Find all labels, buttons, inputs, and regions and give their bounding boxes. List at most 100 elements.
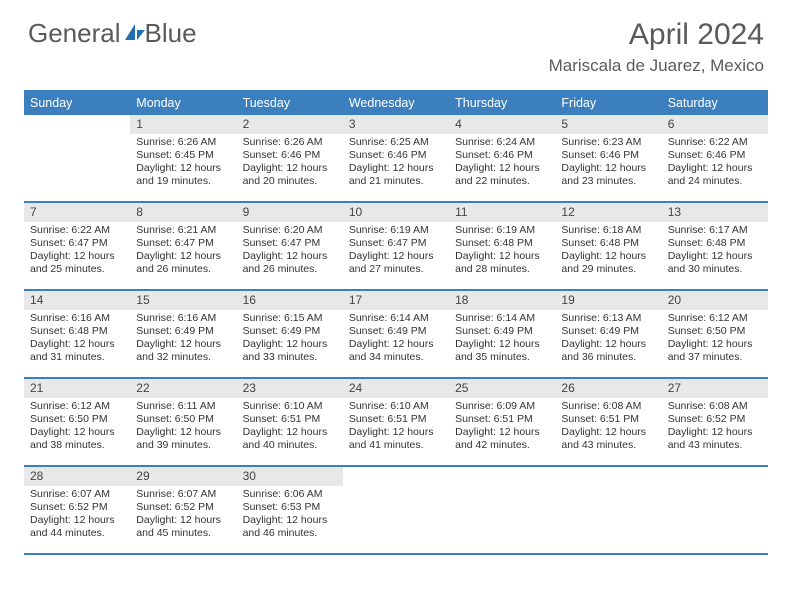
day-cell [449,467,555,553]
day-cell: 6Sunrise: 6:22 AMSunset: 6:46 PMDaylight… [662,115,768,201]
calendar-grid: Sunday Monday Tuesday Wednesday Thursday… [24,90,768,555]
sunrise-text: Sunrise: 6:16 AM [30,312,124,325]
daylight-text: Daylight: 12 hours and 39 minutes. [136,426,230,452]
day-number: 13 [662,203,768,222]
day-cell: 7Sunrise: 6:22 AMSunset: 6:47 PMDaylight… [24,203,130,289]
day-number: 20 [662,291,768,310]
title-block: April 2024 Mariscala de Juarez, Mexico [549,18,764,76]
day-cell: 30Sunrise: 6:06 AMSunset: 6:53 PMDayligh… [237,467,343,553]
day-details: Sunrise: 6:23 AMSunset: 6:46 PMDaylight:… [555,136,661,189]
day-number: 27 [662,379,768,398]
daylight-text: Daylight: 12 hours and 40 minutes. [243,426,337,452]
day-cell: 12 Sunrise: 6:18 AMSunset: 6:48 PMDayligh… [555,203,661,289]
day-details: Sunrise: 6:24 AMSunset: 6:46 PMDaylight:… [449,136,555,189]
sunrise-text: Sunrise: 6:09 AM [455,400,549,413]
sunset-text: Sunset: 6:47 PM [243,237,337,250]
sunrise-text: Sunrise: 6:14 AM [349,312,443,325]
logo: General Blue [28,18,197,49]
day-number: 12 [555,203,661,222]
sunrise-text: Sunrise: 6:21 AM [136,224,230,237]
weekday-thu: Thursday [449,92,555,115]
daylight-text: Daylight: 12 hours and 37 minutes. [668,338,762,364]
day-number [24,115,130,132]
daylight-text: Daylight: 12 hours and 22 minutes. [455,162,549,188]
day-cell: 2Sunrise: 6:26 AMSunset: 6:46 PMDaylight… [237,115,343,201]
sunrise-text: Sunrise: 6:15 AM [243,312,337,325]
sunrise-text: Sunrise: 6:13 AM [561,312,655,325]
day-cell: 28Sunrise: 6:07 AMSunset: 6:52 PMDayligh… [24,467,130,553]
daylight-text: Daylight: 12 hours and 38 minutes. [30,426,124,452]
daylight-text: Daylight: 12 hours and 24 minutes. [668,162,762,188]
day-number: 4 [449,115,555,134]
daylight-text: Daylight: 12 hours and 33 minutes. [243,338,337,364]
day-cell: 19Sunrise: 6:13 AMSunset: 6:49 PMDayligh… [555,291,661,377]
day-details: Sunrise: 6:07 AMSunset: 6:52 PMDaylight:… [24,488,130,541]
sunset-text: Sunset: 6:49 PM [243,325,337,338]
day-cell [24,115,130,201]
sunset-text: Sunset: 6:53 PM [243,501,337,514]
sunset-text: Sunset: 6:48 PM [561,237,655,250]
day-details: Sunrise: 6:26 AMSunset: 6:45 PMDaylight:… [130,136,236,189]
day-details: Sunrise: 6:12 AMSunset: 6:50 PMDaylight:… [662,312,768,365]
sunset-text: Sunset: 6:46 PM [561,149,655,162]
day-details: Sunrise: 6:10 AMSunset: 6:51 PMDaylight:… [237,400,343,453]
sunset-text: Sunset: 6:46 PM [455,149,549,162]
daylight-text: Daylight: 12 hours and 29 minutes. [561,250,655,276]
day-cell: 9Sunrise: 6:20 AMSunset: 6:47 PMDaylight… [237,203,343,289]
sunset-text: Sunset: 6:48 PM [668,237,762,250]
sunset-text: Sunset: 6:49 PM [349,325,443,338]
day-details: Sunrise: 6:15 AMSunset: 6:49 PMDaylight:… [237,312,343,365]
daylight-text: Daylight: 12 hours and 26 minutes. [243,250,337,276]
day-number: 18 [449,291,555,310]
logo-text-blue: Blue [145,18,197,49]
daylight-text: Daylight: 12 hours and 32 minutes. [136,338,230,364]
sunrise-text: Sunrise: 6:12 AM [30,400,124,413]
weekday-wed: Wednesday [343,92,449,115]
day-number: 1 [130,115,236,134]
sunrise-text: Sunrise: 6:10 AM [349,400,443,413]
day-details: Sunrise: 6:11 AMSunset: 6:50 PMDaylight:… [130,400,236,453]
day-number: 30 [237,467,343,486]
sunset-text: Sunset: 6:52 PM [668,413,762,426]
sunset-text: Sunset: 6:50 PM [30,413,124,426]
day-number [555,467,661,484]
daylight-text: Daylight: 12 hours and 35 minutes. [455,338,549,364]
sunrise-text: Sunrise: 6:12 AM [668,312,762,325]
sunrise-text: Sunrise: 6:10 AM [243,400,337,413]
daylight-text: Daylight: 12 hours and 23 minutes. [561,162,655,188]
sunset-text: Sunset: 6:51 PM [243,413,337,426]
day-cell: 3Sunrise: 6:25 AMSunset: 6:46 PMDaylight… [343,115,449,201]
daylight-text: Daylight: 12 hours and 27 minutes. [349,250,443,276]
day-cell: 13Sunrise: 6:17 AMSunset: 6:48 PMDayligh… [662,203,768,289]
day-cell: 23Sunrise: 6:10 AMSunset: 6:51 PMDayligh… [237,379,343,465]
day-cell: 25Sunrise: 6:09 AMSunset: 6:51 PMDayligh… [449,379,555,465]
day-details: Sunrise: 6:20 AMSunset: 6:47 PMDaylight:… [237,224,343,277]
day-cell: 17Sunrise: 6:14 AMSunset: 6:49 PMDayligh… [343,291,449,377]
weekday-sat: Saturday [662,92,768,115]
daylight-text: Daylight: 12 hours and 44 minutes. [30,514,124,540]
day-number: 15 [130,291,236,310]
day-details: Sunrise: 6:19 AMSunset: 6:48 PMDaylight:… [449,224,555,277]
day-number: 6 [662,115,768,134]
day-details: Sunrise: 6:18 AMSunset: 6:48 PMDaylight:… [555,224,661,277]
week-row: 14Sunrise: 6:16 AMSunset: 6:48 PMDayligh… [24,291,768,379]
sunrise-text: Sunrise: 6:16 AM [136,312,230,325]
day-number: 8 [130,203,236,222]
sunrise-text: Sunrise: 6:19 AM [349,224,443,237]
week-row: 1 Sunrise: 6:26 AMSunset: 6:45 PMDaylight… [24,115,768,203]
sunrise-text: Sunrise: 6:14 AM [455,312,549,325]
day-cell: 27Sunrise: 6:08 AMSunset: 6:52 PMDayligh… [662,379,768,465]
daylight-text: Daylight: 12 hours and 42 minutes. [455,426,549,452]
day-cell: 4 Sunrise: 6:24 AMSunset: 6:46 PMDaylight… [449,115,555,201]
daylight-text: Daylight: 12 hours and 21 minutes. [349,162,443,188]
week-row: 7Sunrise: 6:22 AMSunset: 6:47 PMDaylight… [24,203,768,291]
sunset-text: Sunset: 6:48 PM [455,237,549,250]
day-number: 7 [24,203,130,222]
day-number [662,467,768,484]
daylight-text: Daylight: 12 hours and 20 minutes. [243,162,337,188]
day-details: Sunrise: 6:08 AMSunset: 6:51 PMDaylight:… [555,400,661,453]
sunrise-text: Sunrise: 6:26 AM [243,136,337,149]
day-cell: 5Sunrise: 6:23 AMSunset: 6:46 PMDaylight… [555,115,661,201]
sunrise-text: Sunrise: 6:08 AM [668,400,762,413]
day-number: 11 [449,203,555,222]
